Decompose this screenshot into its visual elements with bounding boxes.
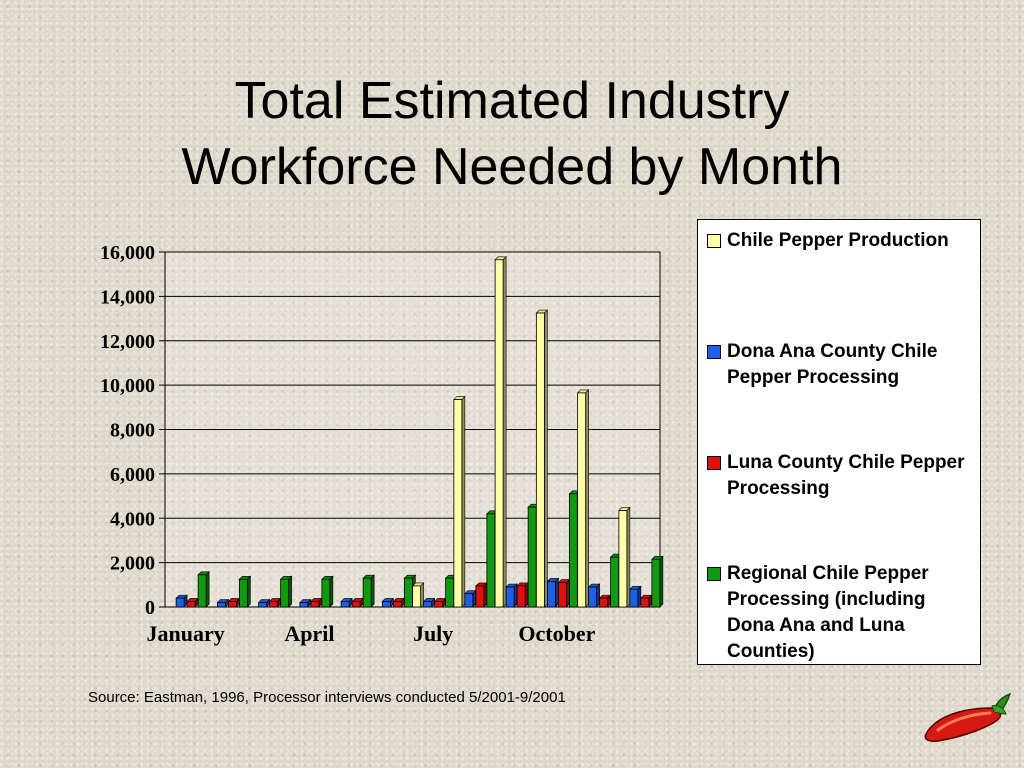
bar: [535, 312, 545, 608]
bar-side: [596, 583, 600, 608]
bar: [486, 513, 496, 608]
bar: [546, 581, 556, 608]
bar: [381, 601, 391, 608]
chile-pepper-icon: [924, 693, 1011, 742]
bar-side: [370, 574, 375, 608]
title-line-2: Workforce Needed by Month: [181, 138, 843, 196]
legend-item-luna: Luna County Chile Pepper Processing: [707, 450, 977, 502]
bar-side: [472, 589, 477, 608]
bar: [227, 601, 237, 608]
bar-side: [288, 575, 292, 608]
bar: [197, 574, 207, 608]
bar: [392, 601, 402, 608]
x-tick-label: October: [518, 621, 595, 646]
bar: [238, 578, 248, 608]
bar: [340, 601, 350, 608]
bar-side: [247, 575, 251, 608]
bar: [453, 399, 463, 608]
bar-side: [329, 575, 334, 608]
y-tick-label: 6,000: [110, 464, 155, 486]
bar: [280, 578, 290, 608]
bar: [610, 556, 620, 608]
bar-side: [637, 585, 642, 608]
bar: [310, 601, 320, 608]
legend-item-production: Chile Pepper Production: [707, 228, 977, 254]
bar: [588, 586, 598, 608]
bar: [412, 585, 422, 608]
chart-title: Total Estimated Industry Workforce Neede…: [0, 68, 1024, 200]
legend-swatch-regional: [707, 567, 721, 581]
x-tick-label: April: [284, 621, 334, 646]
y-tick-label: 8,000: [110, 420, 155, 442]
bar-side: [205, 571, 210, 608]
bar: [516, 585, 526, 608]
y-tick-label: 12,000: [100, 331, 155, 353]
legend-label-luna: Luna County Chile Pepper Processing: [727, 452, 965, 499]
legend-label-dona-ana: Dona Ana County Chile Pepper Processing: [727, 341, 938, 388]
bar: [577, 392, 587, 608]
legend-swatch-dona-ana: [707, 345, 721, 359]
y-tick-label: 16,000: [100, 242, 155, 264]
y-tick-label: 10,000: [100, 375, 155, 397]
bar: [186, 601, 196, 608]
y-tick-label: 14,000: [100, 286, 155, 308]
bar-side: [585, 389, 589, 608]
bar: [629, 588, 639, 608]
bar: [362, 577, 372, 608]
bar: [494, 259, 504, 608]
bar-side: [566, 578, 570, 608]
bar: [403, 577, 413, 608]
bar: [618, 510, 628, 608]
y-tick-label: 4,000: [110, 508, 155, 530]
bar-side: [513, 583, 518, 608]
title-line-1: Total Estimated Industry: [234, 72, 790, 130]
bar-side: [524, 582, 529, 608]
bar: [640, 597, 650, 608]
legend-swatch-luna: [707, 456, 721, 470]
bar: [321, 578, 331, 608]
bar: [351, 601, 361, 608]
bar: [475, 585, 485, 608]
bar: [464, 593, 474, 608]
bar: [216, 602, 226, 608]
bar: [269, 601, 279, 608]
bar-side: [626, 506, 631, 608]
bar: [557, 582, 567, 608]
legend-label-regional: Regional Chile Pepper Processing (includ…: [727, 563, 929, 662]
bar: [651, 558, 661, 608]
bar: [434, 601, 444, 608]
bar-side: [483, 582, 488, 608]
bar: [568, 493, 578, 608]
legend: Chile Pepper Production Dona Ana County …: [697, 219, 981, 665]
legend-item-dona-ana: Dona Ana County Chile Pepper Processing: [707, 339, 977, 391]
y-tick-label: 0: [145, 597, 155, 619]
y-tick-label: 2,000: [110, 553, 155, 575]
x-tick-label: July: [413, 621, 453, 646]
bar: [505, 586, 515, 608]
bar: [175, 597, 185, 608]
bar-side: [502, 256, 507, 608]
bar: [527, 506, 537, 608]
bar-side: [544, 309, 548, 608]
bar-side: [461, 395, 466, 608]
legend-label-production: Chile Pepper Production: [727, 230, 949, 251]
legend-item-regional: Regional Chile Pepper Processing (includ…: [707, 561, 977, 665]
bar-side: [420, 582, 424, 608]
legend-swatch-production: [707, 234, 721, 248]
x-tick-label: January: [147, 621, 225, 646]
bar-side: [659, 555, 664, 608]
bar: [445, 577, 455, 608]
bar: [258, 602, 268, 608]
bar: [599, 597, 609, 608]
bar: [299, 602, 309, 608]
source-note: Source: Eastman, 1996, Processor intervi…: [88, 689, 566, 706]
bar: [423, 601, 433, 608]
